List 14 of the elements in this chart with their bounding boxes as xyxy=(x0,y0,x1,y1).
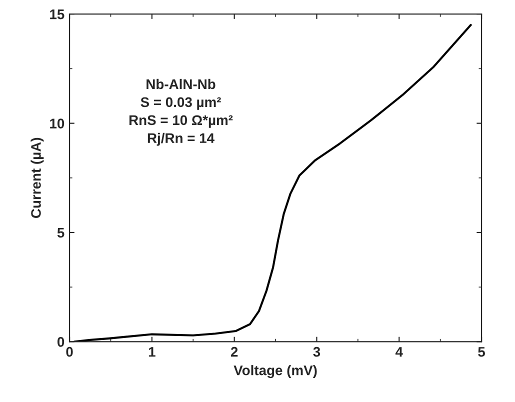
x-tick-label: 3 xyxy=(313,346,320,357)
x-tick-label: 4 xyxy=(395,347,403,357)
x-tick-label: 1 xyxy=(148,347,156,357)
x-axis-title: Voltage (mV) xyxy=(234,365,317,378)
y-tick-label: 10 xyxy=(50,118,64,128)
line-series xyxy=(73,24,472,342)
y-tick-label: 0 xyxy=(57,337,64,347)
y-tick-label: 15 xyxy=(50,10,64,20)
x-tick-label: 0 xyxy=(66,346,73,357)
y-axis-title: Current (µA) xyxy=(30,138,44,218)
y-tick-label: 5 xyxy=(57,228,64,238)
annotation: Nb-AlN-Nb S = 0.03 µm² RnS = 10 Ω*µm² Rj/Rn = 14 xyxy=(129,78,233,146)
x-tick-label: 5 xyxy=(478,347,485,357)
x-tick-label: 2 xyxy=(230,346,238,357)
